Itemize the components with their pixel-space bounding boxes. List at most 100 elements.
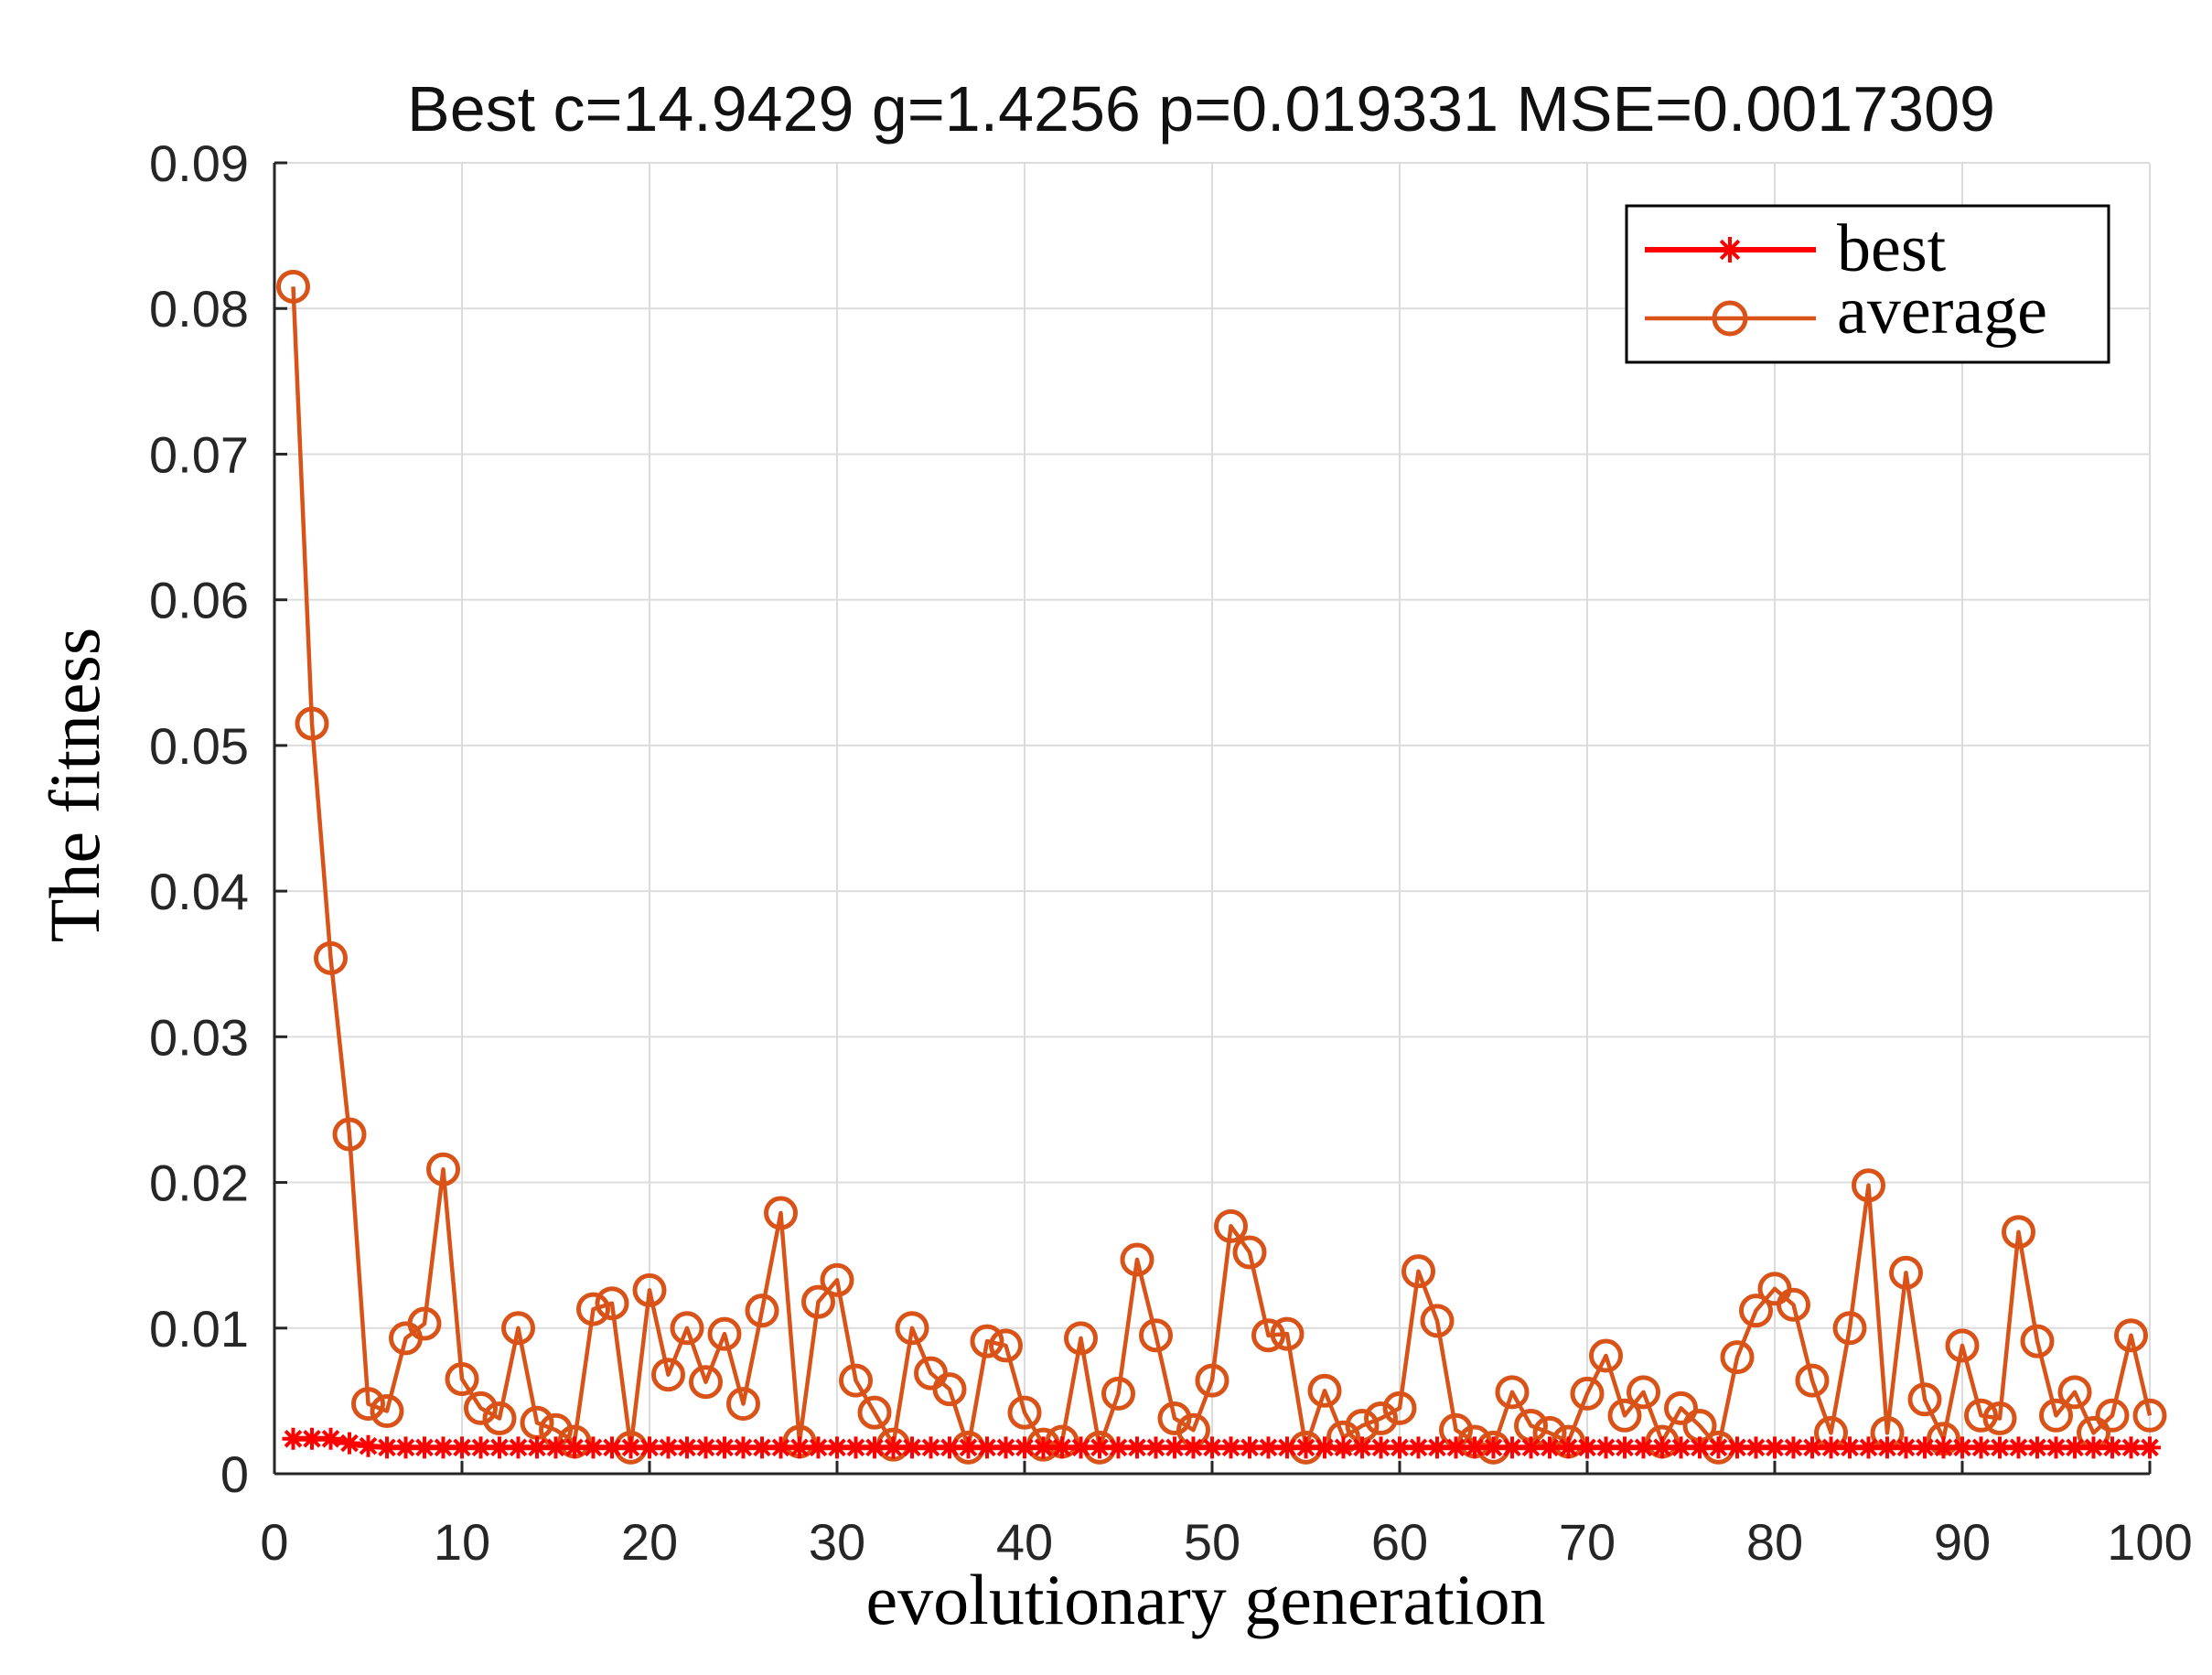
y-tick-label: 0 [220,1445,249,1503]
data-point-best [1014,1436,1036,1459]
data-point-average [857,1395,892,1430]
y-tick-label: 0.03 [149,1008,249,1066]
data-point-average [745,1294,779,1328]
data-point-best [976,1436,998,1459]
x-tick-label: 70 [1559,1513,1616,1571]
data-point-best [582,1436,605,1459]
data-point-best [1051,1436,1073,1459]
data-point-best [1764,1436,1786,1459]
data-point-average [970,1324,1004,1358]
data-point-average [1627,1375,1660,1410]
data-point-average [1664,1390,1698,1425]
data-point-best [2139,1436,2161,1459]
data-point-best [1314,1436,1336,1459]
data-point-average [707,1316,742,1351]
data-point-average [576,1292,610,1326]
data-point-average [276,269,310,304]
data-point-best [2120,1436,2142,1459]
data-point-best [319,1427,342,1450]
data-point-average [1307,1373,1342,1408]
data-point-best [1820,1436,1842,1459]
data-point-average [726,1387,760,1422]
data-point-best [751,1436,773,1459]
data-point-best [1032,1436,1055,1459]
data-point-best [1539,1436,1561,1459]
data-point-best [1595,1436,1617,1459]
data-point-average [820,1262,854,1297]
data-point-best [694,1436,717,1459]
data-point-best [1670,1436,1692,1459]
data-point-average [1120,1242,1154,1277]
data-point-best [1689,1436,1711,1459]
data-point-average [595,1286,629,1321]
data-point-best [1089,1436,1111,1459]
data-point-average [651,1358,685,1392]
data-point-average [670,1311,704,1346]
data-point-best [901,1436,923,1459]
data-point-best [769,1436,792,1459]
y-tick-label: 0.09 [149,134,249,192]
data-point-best [1164,1436,1186,1459]
data-point-best [1782,1436,1805,1459]
data-point-best [1632,1436,1655,1459]
data-point-best [1914,1436,1936,1459]
data-point-best [957,1436,980,1459]
x-tick-label: 60 [1371,1513,1428,1571]
x-tick-label: 50 [1184,1513,1240,1571]
data-point-best [1239,1436,1261,1459]
data-point-best [2007,1436,2030,1459]
y-axis-label: The fitness [35,628,114,942]
data-point-average [989,1328,1023,1363]
data-point-best [301,1427,323,1450]
data-point-average [1739,1294,1773,1328]
data-point-best [1351,1436,1373,1459]
y-tick-label: 0.05 [149,717,249,775]
data-point-average [895,1311,929,1346]
data-point-average [1589,1338,1623,1373]
data-point-best [1501,1436,1523,1459]
data-point-best [1182,1436,1205,1459]
data-point-average [1382,1390,1417,1425]
data-point-best [1857,1436,1880,1459]
data-point-average [407,1306,442,1341]
legend-label-best: best [1837,211,1947,286]
data-point-best [451,1436,473,1459]
data-point-best [1651,1436,1673,1459]
data-point-best [394,1436,417,1459]
data-point-best [657,1436,680,1459]
data-point-average [1064,1321,1098,1356]
data-point-average [1157,1401,1192,1435]
plot-series [276,269,2167,1465]
data-point-best [357,1434,380,1457]
data-point-average [1007,1395,1042,1430]
data-point-average [332,1117,367,1152]
data-point-best [619,1436,642,1459]
y-tick-label: 0.06 [149,572,249,629]
data-point-average [445,1362,479,1397]
data-point-average [1101,1376,1135,1411]
data-point-best [601,1436,623,1459]
data-point-average [2039,1398,2073,1433]
data-point-average [2114,1318,2148,1353]
y-tick-label: 0.07 [149,425,249,483]
data-point-average [295,706,329,741]
data-point-best [1745,1436,1767,1459]
y-tick-label: 0.01 [149,1300,249,1358]
data-point-best [526,1436,548,1459]
data-point-average [1777,1287,1810,1322]
data-point-average [1195,1363,1229,1398]
data-point-best [1464,1436,1486,1459]
data-point-best [376,1436,398,1459]
data-point-best [1557,1436,1580,1459]
data-point-best [2101,1436,2123,1459]
data-point-best [1444,1436,1467,1459]
data-point-best [544,1436,567,1459]
data-point-best [1219,1436,1242,1459]
data-point-average [351,1387,385,1422]
data-point-best [994,1436,1017,1459]
data-point-best [1201,1436,1223,1459]
data-point-best [1839,1436,1861,1459]
data-point-best [2064,1436,2086,1459]
